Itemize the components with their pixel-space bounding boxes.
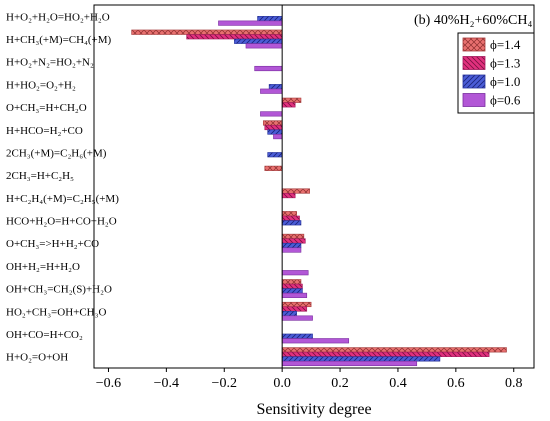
bar-15-series-3 xyxy=(281,333,313,339)
category-label: HCO+H₂O=H+CO+H₂O xyxy=(6,216,117,228)
bar-6-series-1 xyxy=(263,120,283,126)
bar-11-series-4 xyxy=(281,247,302,253)
bar-4-series-3 xyxy=(268,84,283,90)
bar-13-series-3 xyxy=(281,288,303,294)
bar-5-series-4 xyxy=(260,111,283,117)
bar-5-series-2 xyxy=(281,102,296,108)
legend-label: ϕ=0.6 xyxy=(490,93,521,108)
category-label: H+HCO=H₂+CO xyxy=(6,125,83,137)
bar-11-series-2 xyxy=(281,238,306,244)
bar-16-series-2 xyxy=(281,351,490,357)
bar-2-series-2 xyxy=(186,34,283,40)
bar-15-series-4 xyxy=(281,338,350,344)
legend-label: ϕ=1.0 xyxy=(490,74,520,89)
x-tick-label: 0.4 xyxy=(389,376,407,391)
x-tick-label: −0.4 xyxy=(154,376,179,391)
x-tick-label: 0.8 xyxy=(505,376,523,391)
bar-1-series-4 xyxy=(218,20,283,26)
category-label: 2CH₃=H+C₂H₅ xyxy=(6,170,74,182)
bar-6-series-3 xyxy=(267,129,283,135)
x-tick-label: 0.2 xyxy=(331,376,349,391)
x-tick-label: 0.6 xyxy=(447,376,465,391)
category-label: 2CH₃(+M)=C₂H₆(+M) xyxy=(6,147,107,159)
bar-12-series-4 xyxy=(281,270,309,276)
bar-14-series-4 xyxy=(281,315,313,321)
bar-16-series-1 xyxy=(281,347,507,353)
legend-swatch xyxy=(462,37,486,52)
bar-14-series-3 xyxy=(281,310,297,317)
bar-6-series-4 xyxy=(273,134,283,140)
legend-label: ϕ=1.3 xyxy=(490,56,520,71)
category-labels: H+O₂+H₂O=HO₂+H₂O H+CH₃(+M)=CH₄(+M) H+O₂+N₂… xyxy=(6,11,119,363)
bar-10-series-3 xyxy=(281,220,302,226)
bar-8-series-1 xyxy=(264,165,283,171)
x-tick-label: 0.0 xyxy=(273,376,291,391)
bar-1-series-3 xyxy=(257,16,283,22)
legend-label: ϕ=1.4 xyxy=(490,37,521,52)
category-label: OH+H₂=H+H₂O xyxy=(6,261,80,273)
bar-7-series-3 xyxy=(267,152,283,158)
bar-6-series-2 xyxy=(264,124,283,131)
category-label: HO₂+CH₃=OH+CH₃O xyxy=(6,306,106,318)
bar-11-series-3 xyxy=(281,242,302,249)
bar-16-series-3 xyxy=(281,356,441,362)
legend-title: (b) 40%H₂+60%CH₄ xyxy=(414,13,532,28)
category-label: OH+CH₃=CH₂(S)+H₂O xyxy=(6,284,112,296)
category-label: H+O₂=O+OH xyxy=(6,352,68,364)
bar-4-series-4 xyxy=(260,88,283,94)
legend-swatch xyxy=(462,74,486,89)
bar-14-series-1 xyxy=(281,301,312,308)
bar-9-series-2 xyxy=(281,193,296,199)
x-tick-label: −0.2 xyxy=(212,376,237,391)
category-label: H+CH₃(+M)=CH₄(+M) xyxy=(6,34,112,46)
category-label: H+O₂+N₂=HO₂+N₂ xyxy=(6,57,94,69)
bar-2-series-4 xyxy=(245,43,283,49)
bar-16-series-4 xyxy=(281,360,418,367)
bars-group xyxy=(131,16,507,367)
x-axis-ticks: −0.6 −0.4 −0.2 0.0 0.2 0.4 0.6 0.8 xyxy=(96,368,523,391)
bar-10-series-2 xyxy=(281,215,300,221)
category-label: OH+CO=H+CO₂ xyxy=(6,329,83,341)
category-label: H+HO₂=O₂+H₂ xyxy=(6,79,76,91)
category-label: O+CH₃=H+CH₂O xyxy=(6,102,87,114)
bar-11-series-1 xyxy=(281,233,305,239)
plot-area-frame xyxy=(93,4,535,369)
bar-14-series-2 xyxy=(281,306,308,312)
bar-3-series-4 xyxy=(254,65,283,72)
category-label: H+C₂H₄(+M)=C₂H₅(+M) xyxy=(6,193,119,205)
x-tick-label: −0.6 xyxy=(96,376,121,391)
legend-swatch xyxy=(462,56,486,70)
category-label: O+CH₃=>H+H₂+CO xyxy=(6,238,99,250)
bar-13-series-1 xyxy=(281,279,302,285)
bar-9-series-1 xyxy=(281,188,310,194)
bar-2-series-1 xyxy=(131,29,283,35)
bar-2-series-3 xyxy=(234,38,283,44)
bar-13-series-4 xyxy=(281,292,308,298)
category-label: H+O₂+H₂O=HO₂+H₂O xyxy=(6,11,110,23)
bar-5-series-1 xyxy=(281,97,302,103)
legend: (b) 40%H₂+60%CH₄ ϕ=1.4 ϕ=1.3 ϕ=1.0 ϕ=0.6 xyxy=(414,13,535,114)
x-axis-label: Sensitivity degree xyxy=(256,401,371,418)
bar-10-series-1 xyxy=(281,211,297,217)
bar-13-series-2 xyxy=(281,283,303,289)
legend-swatch xyxy=(462,93,486,107)
